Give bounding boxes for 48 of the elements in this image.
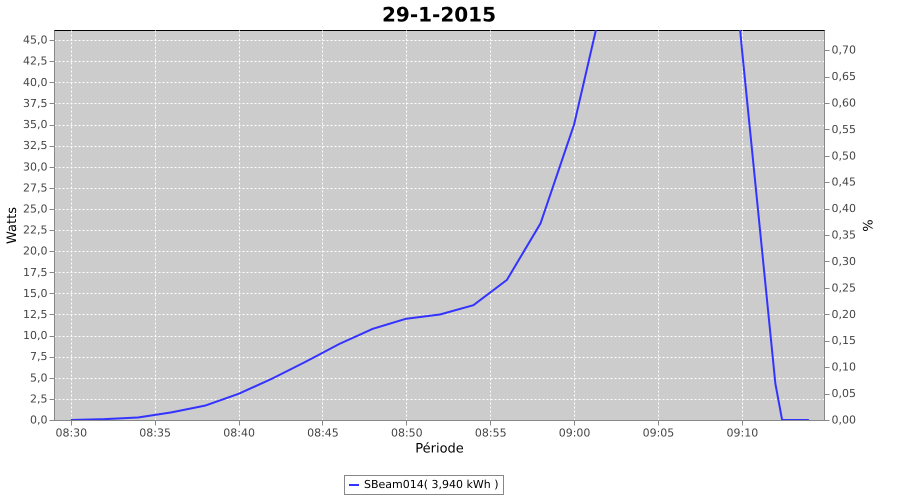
y2-tick-label: 0,15 (832, 334, 856, 348)
y-tick-label: 7,5 (30, 350, 48, 364)
y-tick-label: 42,5 (23, 54, 48, 68)
y-tick-label: 40,0 (23, 76, 48, 89)
y-tick-label: 22,5 (23, 224, 48, 237)
y2-tick-label: 0,35 (832, 228, 856, 242)
x-tick-label: 08:30 (55, 426, 88, 440)
y2-tick-label: 0,45 (832, 176, 856, 189)
x-tick-label: 08:55 (474, 426, 507, 440)
y-tick-label: 32,5 (23, 139, 48, 152)
y2-tick-label: 0,10 (832, 360, 856, 374)
y-tick-label: 30,0 (23, 160, 48, 174)
x-tick-label: 09:05 (642, 426, 674, 440)
x-tick-label: 08:45 (307, 426, 339, 440)
y2-tick-label: 0,55 (832, 122, 856, 136)
y-tick-label: 25,0 (23, 202, 48, 216)
y2-axis-title: % (858, 219, 874, 232)
x-axis-title: Période (415, 442, 464, 456)
y-tick-label: 2,5 (30, 392, 48, 406)
y2-tick-label: 0,30 (832, 254, 856, 268)
y-tick-label: 0,0 (30, 414, 48, 426)
y2-tick-label: 0,50 (832, 149, 856, 162)
x-tick-label: 08:35 (139, 426, 172, 440)
y-tick-label: 35,0 (23, 118, 48, 132)
y-tick-label: 37,5 (23, 96, 48, 110)
y-tick-label: 12,5 (23, 308, 48, 321)
y2-tick-label: 0,25 (832, 281, 856, 294)
x-tick-label: 08:40 (223, 426, 255, 440)
y-tick-label: 10,0 (23, 329, 48, 342)
y-tick-label: 45,0 (23, 34, 48, 47)
y-axis-title: Watts (5, 206, 20, 244)
y-tick-label: 20,0 (23, 244, 48, 258)
y2-tick-label: 0,20 (832, 308, 856, 321)
y-tick-label: 15,0 (23, 286, 48, 300)
y2-tick-label: 0,60 (832, 96, 856, 110)
y-tick-label: 17,5 (23, 266, 48, 279)
y2-tick-label: 0,00 (832, 414, 856, 426)
y-tick-label: 5,0 (30, 371, 48, 384)
y2-tick-label: 0,65 (832, 70, 856, 84)
y-tick-label: 27,5 (23, 181, 48, 194)
y2-tick-label: 0,70 (832, 44, 856, 57)
legend-label: SBeam014( 3,940 kWh ) (364, 478, 499, 491)
x-tick-label: 08:50 (390, 426, 423, 440)
y2-tick-label: 0,05 (832, 387, 856, 400)
x-tick-label: 09:00 (558, 426, 590, 440)
y2-tick-label: 0,40 (832, 202, 856, 216)
chart-title: 29-1-2015 (382, 2, 496, 26)
x-tick-label: 09:10 (726, 426, 758, 440)
